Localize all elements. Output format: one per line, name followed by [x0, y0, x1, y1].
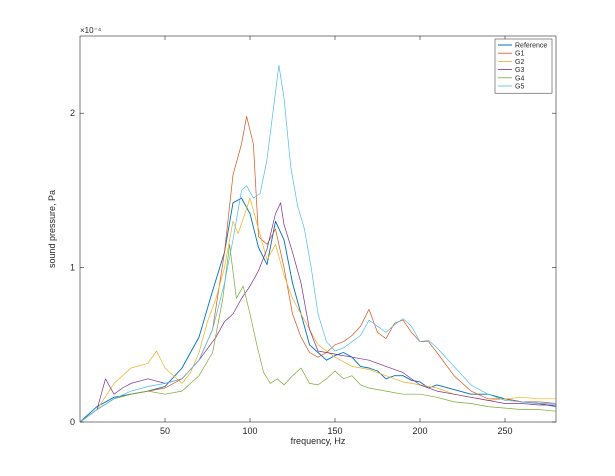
x-tick-label: 50 — [160, 426, 170, 436]
legend-entry-g3: G3 — [515, 67, 524, 74]
plot-area — [79, 35, 557, 423]
series-line-g2 — [79, 197, 556, 423]
legend-entry-g5: G5 — [515, 84, 524, 91]
y-tick-label: 2 — [70, 108, 75, 118]
legend-entry-g4: G4 — [515, 75, 524, 82]
legend-entry-reference: Reference — [515, 43, 547, 50]
legend-entry-g1: G1 — [515, 51, 524, 58]
exponent-label: ×10⁻⁴ — [80, 26, 102, 35]
series-line-g5 — [79, 64, 556, 423]
series-line-g4 — [79, 244, 557, 423]
y-tick-label: 1 — [70, 263, 75, 273]
x-axis-label: frequency, Hz — [291, 436, 346, 446]
y-tick-label: 0 — [70, 417, 75, 427]
legend-entry-g2: G2 — [515, 59, 524, 66]
x-tick-label: 250 — [497, 426, 512, 436]
series-layer — [79, 64, 557, 423]
legend-box — [494, 38, 553, 94]
tick-layer: 50 100 150 200 250 0 1 2 — [70, 36, 556, 436]
x-tick-label: 150 — [327, 426, 342, 436]
series-line-g3 — [79, 202, 556, 423]
y-axis-label: sound pressure, Pa — [47, 190, 57, 268]
series-line-reference — [79, 197, 557, 423]
x-tick-label: 100 — [242, 426, 257, 436]
x-tick-label: 200 — [412, 426, 427, 436]
